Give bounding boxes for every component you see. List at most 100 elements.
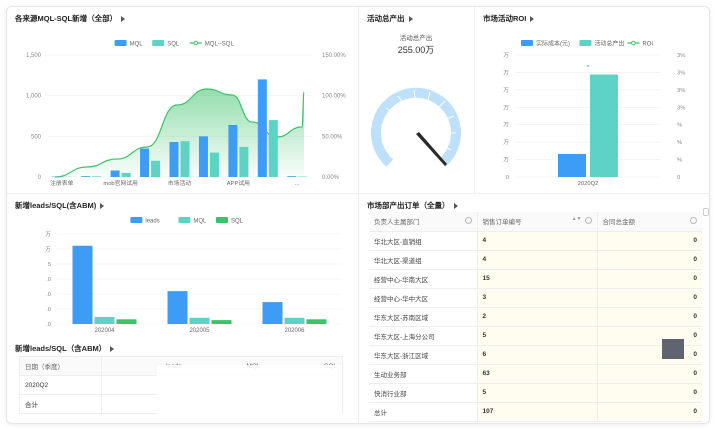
- filter-icon[interactable]: [690, 217, 697, 225]
- y2-tick-label: %: [677, 140, 682, 146]
- cell-order-count: 2: [477, 307, 598, 327]
- caret-right-icon[interactable]: [100, 203, 105, 210]
- table-row[interactable]: 经营中心-华南大区 15 0: [369, 269, 702, 289]
- panel-new-leads-table: 新增leads/SQL（含ABM） 日期（季度） leads MQL SQL 2…: [7, 337, 357, 423]
- table-row[interactable]: 华东大区-浙江区域 6 0: [369, 345, 702, 365]
- table-row[interactable]: 华东大区-苏南区域 2 0: [369, 307, 702, 327]
- bar-cost: [558, 153, 586, 177]
- panel-total-output: 活动总产出 活动总产出 255.00万: [359, 7, 473, 193]
- scroll-edge[interactable]: [703, 208, 709, 216]
- sort-icon[interactable]: ▲▼: [571, 216, 582, 223]
- bar-sql: [239, 146, 249, 177]
- panel-title-new-leads-table[interactable]: 新增leads/SQL（含ABM）: [15, 343, 115, 354]
- y-tick-label: 0: [38, 175, 42, 181]
- panel-title-total-output[interactable]: 活动总产出: [367, 13, 413, 24]
- y2-tick-label: 0.00%: [322, 175, 340, 181]
- y-tick-label: 万: [503, 87, 509, 94]
- bar-mql: [284, 317, 305, 324]
- table-row[interactable]: 华北大区-直销组 4 0: [369, 231, 702, 251]
- x-tick-label: 2020Q2: [578, 181, 599, 187]
- cell-dept: 总计: [369, 402, 478, 422]
- col-dept[interactable]: 负责人主属部门: [369, 212, 478, 232]
- legend-entry: SQL: [167, 41, 180, 47]
- col-date[interactable]: 日期（季度）: [19, 356, 102, 376]
- legend-entry: leads: [145, 218, 159, 224]
- cell-dept: 华东大区-上海分公司: [369, 326, 478, 346]
- cell-order-count: 15: [477, 269, 598, 289]
- divider: [474, 7, 475, 193]
- filter-icon[interactable]: [464, 217, 472, 225]
- table-row[interactable]: 华北大区-渠道组 4 0: [369, 250, 702, 270]
- panel-new-leads: 新增leads/SQL(含ABM) leads MQL SQL 万万 5.0.0.0.0…: [7, 194, 357, 337]
- panel-title-new-leads[interactable]: 新增leads/SQL(含ABM): [15, 200, 105, 211]
- col-order-no[interactable]: 销售订单编号 ▲▼: [477, 212, 598, 232]
- panel-title-orders[interactable]: 市场部产出订单（全量）: [367, 200, 458, 211]
- y-tick-label: 5: [48, 262, 51, 268]
- bar-output: [590, 74, 618, 177]
- y2-tick-label: 3%: [677, 88, 685, 94]
- y-tick-label: 1,000: [26, 94, 42, 100]
- bar-sql: [92, 176, 102, 177]
- gauge-needle: [416, 132, 447, 166]
- y-tick-label: 万: [503, 157, 509, 164]
- cell-dept: 华东大区-浙江区域: [369, 345, 478, 365]
- table-header-row: 负责人主属部门 销售订单编号 ▲▼ 合同总金额: [369, 212, 702, 232]
- chart-roi: 实际成本(元) 活动总产出 ROI 万 3% 万 3% 万 3% 万 3% 万 % 万 % 万 % 0 0 2020Q…: [503, 39, 685, 187]
- caret-right-icon[interactable]: [530, 16, 535, 23]
- cell-amount: 0: [597, 383, 702, 403]
- gauge-label: 活动总产出: [400, 33, 433, 42]
- gauge-chart: 活动总产出 255.00万: [371, 33, 461, 167]
- y2-tick-label: 50.00%: [322, 134, 343, 140]
- legend-swatch: [130, 217, 143, 223]
- bar-mql: [257, 79, 267, 177]
- cell-amount: 0: [597, 269, 702, 289]
- table-row[interactable]: 经营中心-华中大区 3 0: [369, 288, 702, 308]
- panel-orders: 市场部产出订单（全量） 负责人主属部门 销售订单编号 ▲▼ 合同总金额 华北大区-…: [359, 194, 709, 423]
- gauge-ticks: [380, 89, 456, 158]
- x-tick-label: ...: [295, 181, 300, 187]
- bar-mql: [140, 148, 150, 177]
- caret-right-icon[interactable]: [110, 346, 115, 353]
- table-row[interactable]: 总计 107 0: [369, 402, 702, 422]
- x-tick-label: mob官网试用: [103, 179, 138, 187]
- scrollbar-thumb[interactable]: [662, 339, 684, 359]
- bar-sql: [116, 319, 137, 324]
- cell-order-count: 6: [477, 345, 598, 365]
- cell-order-count: 5: [477, 383, 598, 403]
- caret-right-icon[interactable]: [408, 16, 413, 23]
- chart-mql-sql: MQL SQL MQL--SQL 1,500 150.00% 1,000 100.00% 50…: [26, 40, 346, 187]
- divider: [358, 194, 359, 423]
- cell-dept: 生动业务部: [369, 364, 478, 384]
- caret-right-icon[interactable]: [121, 16, 126, 23]
- legend-swatch: [178, 217, 191, 223]
- roi-point: [587, 65, 589, 67]
- filter-icon[interactable]: [584, 217, 592, 225]
- legend-entry: MQL: [193, 218, 207, 224]
- bar-mql: [228, 124, 238, 177]
- panel-title-roi[interactable]: 市场活动ROI: [483, 13, 535, 24]
- cell-order-count: 5: [477, 326, 598, 346]
- legend-entry: 实际成本(元): [536, 39, 570, 47]
- bar-sql: [268, 120, 278, 177]
- cell-dept: 华北大区-直销组: [369, 231, 478, 251]
- caret-right-icon[interactable]: [453, 203, 458, 210]
- cell-amount: 0: [597, 250, 702, 270]
- cell-order-count: 63: [477, 364, 598, 384]
- cell-dept: 经营中心-华南大区: [369, 269, 478, 289]
- table-row[interactable]: 快消行业部 5 0: [369, 383, 702, 403]
- bar-mql: [94, 316, 115, 324]
- gauge-arc: [371, 87, 461, 167]
- panel-title-mql-sql[interactable]: 各来源MQL-SQL新增（全部）: [15, 13, 126, 24]
- table-row[interactable]: 华东大区-上海分公司 5 0: [369, 326, 702, 346]
- y-tick-label: 万: [45, 231, 51, 238]
- bar-sql: [209, 152, 219, 177]
- col-amount[interactable]: 合同总金额: [597, 212, 702, 232]
- legend-entry: SQL: [231, 218, 244, 224]
- table-row[interactable]: 生动业务部 63 0: [369, 364, 702, 384]
- y2-tick-label: %: [677, 158, 682, 164]
- y-tick-label: 万: [503, 69, 509, 76]
- y-tick-label: .0: [46, 292, 51, 298]
- bar-mql: [169, 142, 179, 177]
- legend-entry: MQL: [130, 41, 144, 47]
